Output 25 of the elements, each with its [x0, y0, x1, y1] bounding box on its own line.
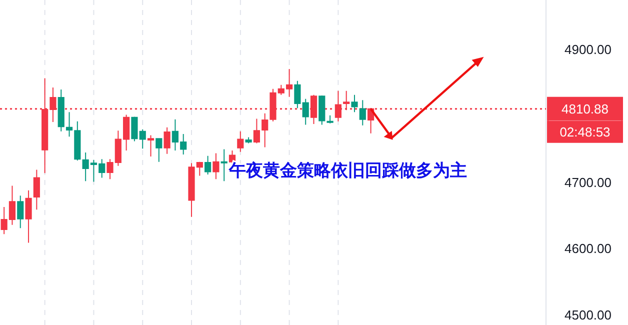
y-tick-label: 4500.00: [564, 308, 612, 323]
y-tick-label: 4600.00: [564, 241, 612, 256]
text: 02:48:53: [560, 124, 610, 140]
candlestick: [25, 190, 32, 244]
candlestick: [156, 138, 162, 162]
candlestick: [294, 80, 301, 109]
candlestick: [359, 100, 366, 126]
ref-line-label: 4810.88: [562, 101, 608, 116]
candlestick: [318, 95, 326, 126]
candlestick: [147, 134, 154, 158]
candlestick: [33, 169, 40, 210]
candlestick: [302, 98, 309, 126]
candlestick: [351, 94, 358, 113]
candlestick: [17, 195, 24, 229]
candlestick: [58, 89, 64, 132]
y-tick-label: 4900.00: [564, 42, 612, 58]
y-tick-label: 4700.00: [564, 174, 612, 190]
candlestick: [204, 155, 212, 175]
candlestick: [212, 152, 220, 180]
candlestick: [326, 114, 334, 124]
annotation: 午夜黄金策略依旧回踩做多为主: [228, 161, 467, 180]
candlestick: [237, 130, 244, 152]
candlestick: [245, 136, 252, 144]
candlestick: [220, 148, 228, 182]
candlestick: [164, 126, 170, 154]
